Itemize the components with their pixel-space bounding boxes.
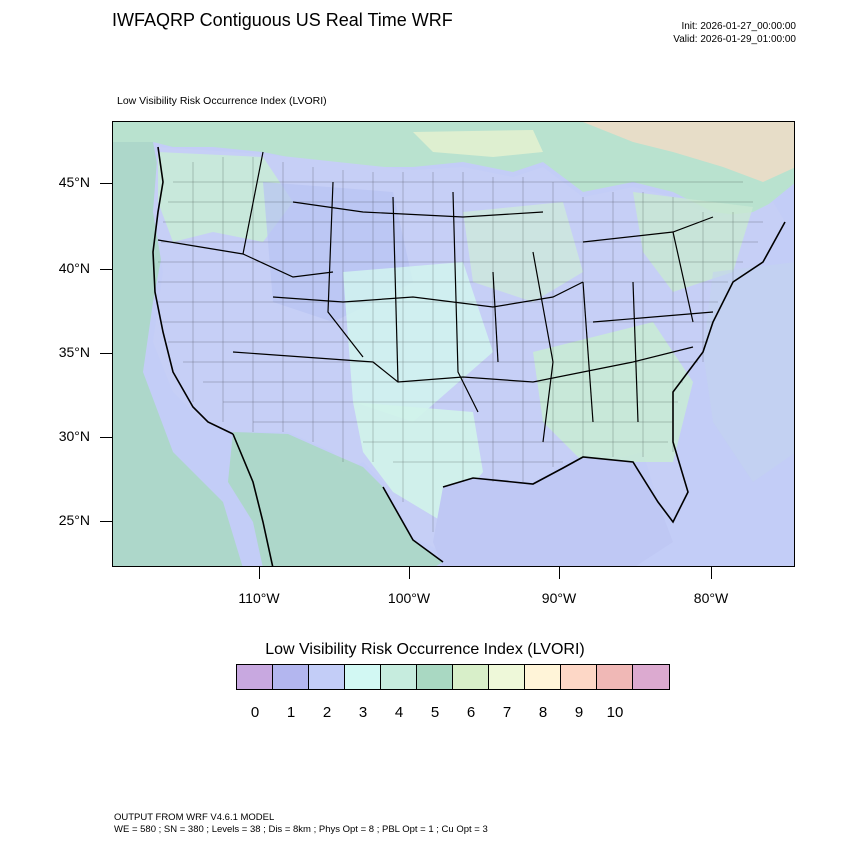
- legend-swatch-2: [309, 665, 345, 689]
- legend-swatch-1: [273, 665, 309, 689]
- legend-label-4: 4: [394, 704, 404, 721]
- canada-highland: [413, 130, 543, 157]
- legend-swatch-6: [453, 665, 489, 689]
- legend-label-1: 1: [286, 704, 296, 721]
- legend-title: Low Visibility Risk Occurrence Index (LV…: [265, 641, 585, 658]
- legend-swatch-10: [597, 665, 633, 689]
- lat-label-45: 45°N: [58, 174, 90, 190]
- lat-label-35: 35°N: [58, 344, 90, 360]
- footer-line-1: OUTPUT FROM WRF V4.6.1 MODEL: [114, 812, 275, 823]
- legend-swatch-7: [489, 665, 525, 689]
- mexico-land: [228, 432, 443, 566]
- lon-label-110: 110°W: [238, 590, 280, 606]
- atlantic-green: [703, 262, 794, 482]
- legend-swatch-5: [417, 665, 453, 689]
- legend-swatch-3: [345, 665, 381, 689]
- lon-tick-110: [259, 567, 260, 579]
- lat-tick-30: [100, 437, 112, 438]
- lat-tick-35: [100, 353, 112, 354]
- lat-tick-40: [100, 269, 112, 270]
- lon-label-100: 100°W: [387, 590, 431, 606]
- lon-tick-100: [409, 567, 410, 579]
- lat-label-40: 40°N: [58, 260, 90, 276]
- init-time: Init: 2026-01-27_00:00:00: [681, 21, 796, 32]
- lat-label-25: 25°N: [58, 512, 90, 528]
- west-green: [158, 152, 293, 242]
- lat-tick-25: [100, 521, 112, 522]
- legend-swatch-9: [561, 665, 597, 689]
- legend-label-2: 2: [322, 704, 332, 721]
- legend-label-10: 10: [606, 704, 624, 721]
- field-subtitle: Low Visibility Risk Occurrence Index (LV…: [117, 95, 327, 107]
- gulf-of-mexico: [433, 457, 673, 566]
- lat-label-30: 30°N: [58, 428, 90, 444]
- legend-label-3: 3: [358, 704, 368, 721]
- canada-warm: [583, 122, 794, 182]
- legend-swatch-0: [237, 665, 273, 689]
- legend-swatch-8: [525, 665, 561, 689]
- map-canvas: [113, 122, 794, 566]
- model-footer: OUTPUT FROM WRF V4.6.1 MODEL WE = 580 ; …: [114, 812, 488, 836]
- legend-label-9: 9: [574, 704, 584, 721]
- valid-time: Valid: 2026-01-29_01:00:00: [673, 34, 796, 45]
- lon-label-80: 80°W: [693, 590, 729, 606]
- canada-land: [113, 122, 794, 217]
- legend-label-0: 0: [250, 704, 260, 721]
- legend-colorbar: [236, 664, 670, 690]
- map-panel: [112, 121, 795, 567]
- run-times: Init: 2026-01-27_00:00:00 Valid: 2026-01…: [673, 20, 796, 46]
- county-grid: [158, 157, 763, 532]
- pacific-band: [113, 142, 243, 566]
- legend-swatch-4: [381, 665, 417, 689]
- legend-swatch-11: [633, 665, 669, 689]
- lat-tick-45: [100, 183, 112, 184]
- lon-label-90: 90°W: [541, 590, 577, 606]
- coastlines: [152, 146, 786, 566]
- lon-tick-90: [559, 567, 560, 579]
- legend-label-7: 7: [502, 704, 512, 721]
- legend-label-6: 6: [466, 704, 476, 721]
- lon-tick-80: [711, 567, 712, 579]
- legend-label-8: 8: [538, 704, 548, 721]
- legend-label-5: 5: [430, 704, 440, 721]
- footer-line-2: WE = 580 ; SN = 380 ; Levels = 38 ; Dis …: [114, 824, 488, 835]
- plot-title: IWFAQRP Contiguous US Real Time WRF: [112, 10, 453, 30]
